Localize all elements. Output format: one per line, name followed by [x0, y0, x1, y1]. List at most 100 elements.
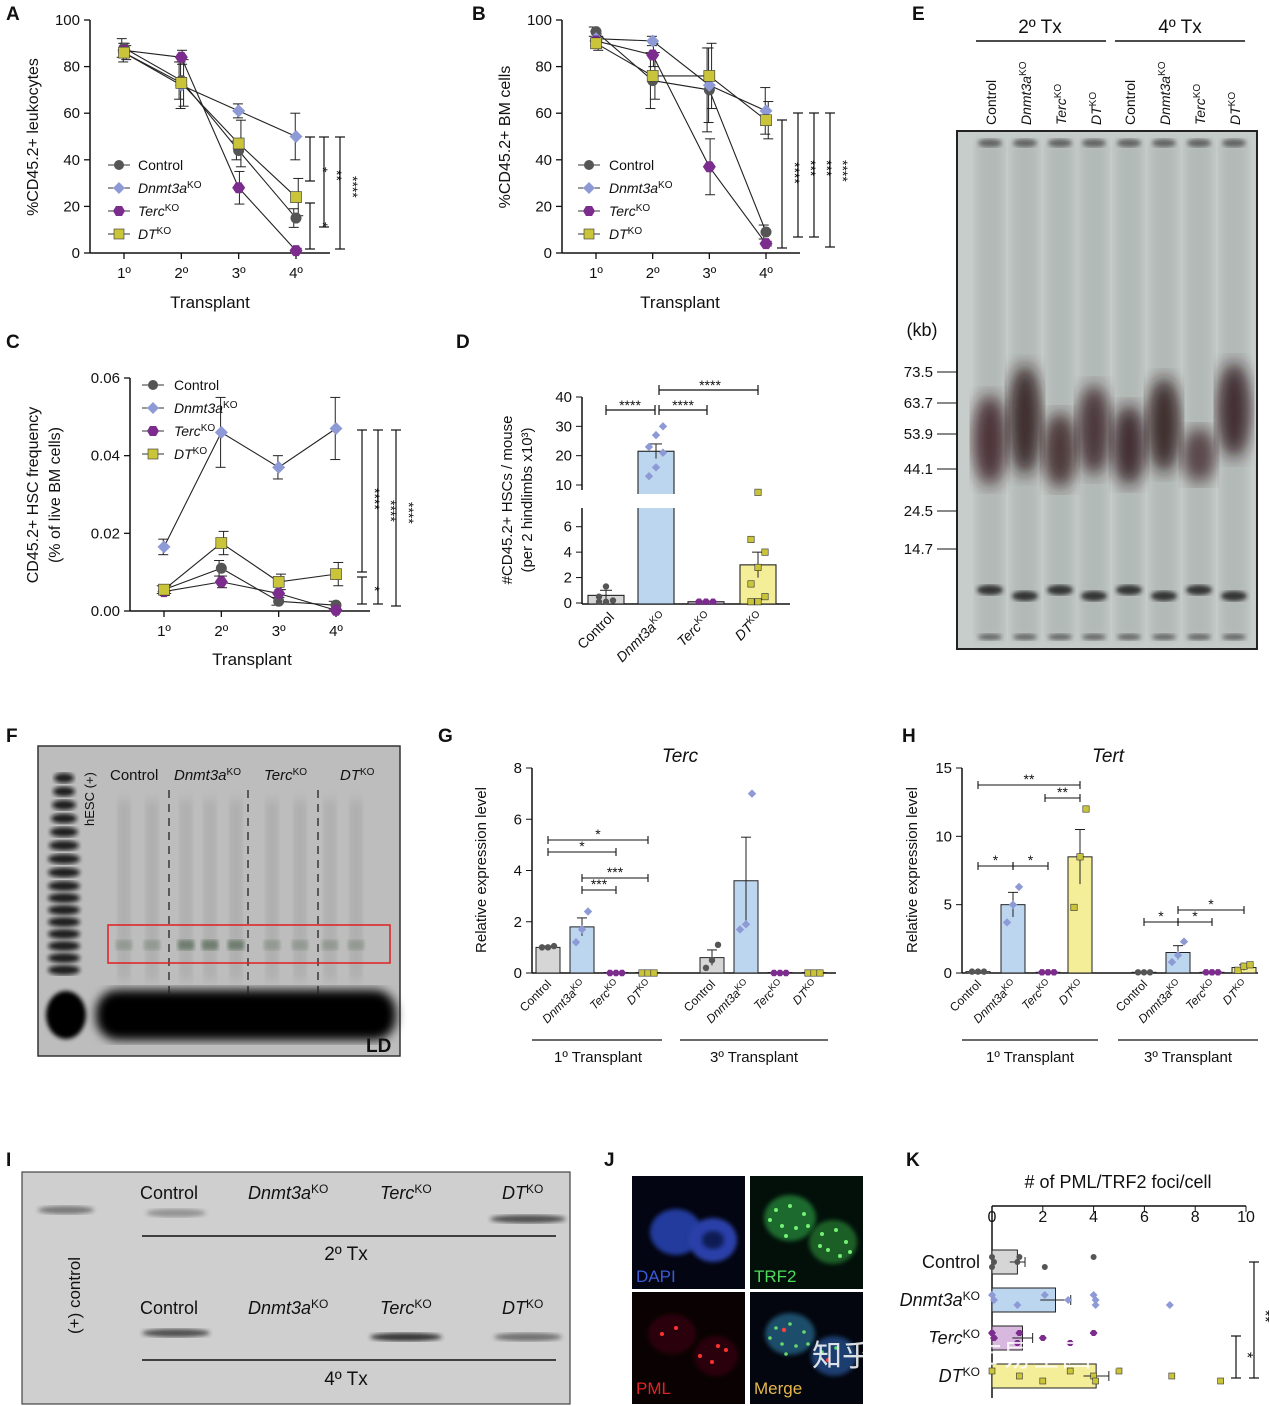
plotC-point-dt [215, 537, 228, 549]
panel-f-ladder-band [52, 800, 76, 810]
panel-i-gel [21, 1171, 571, 1405]
legend-label-terc: TercKO [138, 203, 179, 219]
panel-letter-b: B [472, 4, 486, 25]
panel-k-point-dnmt3a [1064, 1296, 1073, 1304]
legend-marker-dt [113, 228, 125, 240]
panel-b: 0 20 40 60 80 100 1º 2º 3º 4º Transplant %CD45.2+… [497, 12, 851, 312]
plotG-point-dt [650, 969, 658, 977]
plotB-point-dnmt3a [646, 34, 660, 48]
plotC-xtick-label: 2º [214, 623, 228, 640]
plotH-point-control [1134, 969, 1142, 976]
panel-d-ylabel-line2: (per 2 hindlimbs x10³) [519, 427, 536, 572]
panel-k-xtick-label: 8 [1191, 1209, 1200, 1226]
panel-i-r1-terc: TercKO [380, 1182, 432, 1203]
legend-c-marker-dnmt3a [147, 402, 159, 414]
panel-e-telomere-smear [1043, 412, 1077, 488]
legend-label-dnmt3a: Dnmt3aKO [138, 180, 202, 196]
panel-a-ylabel: %CD45.2+ leukocytes [25, 58, 42, 216]
plotC-point-dt [330, 568, 342, 580]
plotG-point-dt [804, 969, 812, 977]
panel-j-pml-focus [716, 1344, 720, 1348]
panel-i-row1: Control Dnmt3aKO TercKO DTKO [140, 1182, 543, 1203]
plotG-point-dnmt3a [583, 907, 593, 916]
panel-j-trf2-focus [794, 1226, 798, 1230]
panel-e-well [1187, 139, 1211, 147]
panel-d-point-dnmt3a [644, 442, 654, 452]
panel-letter-e: E [912, 4, 925, 25]
panel-j-merge-focus [774, 1326, 778, 1330]
plotG-point-terc [769, 969, 779, 977]
panel-f-lane-dt: DTKO [340, 767, 375, 784]
panel-e-unit: (kb) [907, 320, 938, 340]
plotH-ytick-label: 0 [944, 965, 952, 982]
legend-c-marker-dt [147, 448, 159, 460]
panel-j-trf2-focus [802, 1212, 806, 1216]
panel-c-sig-3: **** [401, 502, 417, 524]
plotH-point-dt [1234, 966, 1242, 974]
panel-d-point-control [602, 598, 610, 605]
plotG-bar-control [535, 946, 561, 974]
panel-j-trf2-focus [834, 1228, 838, 1232]
plotA-xtick-label: 3º [232, 265, 246, 282]
panel-e-header-4tx: 4º Tx [1158, 17, 1202, 38]
panel-i-row1-label: 2º Tx [324, 1244, 368, 1265]
plotG-sig-label: *** [591, 876, 608, 892]
plotH-point-dt [1246, 961, 1254, 969]
panel-e-well [978, 139, 1002, 147]
panel-j-trf2-focus [838, 1254, 842, 1258]
panel-k-title: # of PML/TRF2 foci/cell [1024, 1172, 1211, 1192]
legend-b-label-dt: DTKO [609, 226, 642, 242]
panel-j-trf2-focus [826, 1248, 830, 1252]
panel-h-ylabel: Relative expression level [904, 787, 921, 953]
panel-d-sig-2: **** [699, 377, 721, 393]
panel-j-label-merge: Merge [754, 1379, 802, 1398]
panel-b-sig-4: **** [835, 160, 851, 182]
plotB-ytick-label: 20 [535, 198, 552, 215]
panel-k-point-dt [1092, 1377, 1099, 1385]
panel-g-ylabel: Relative expression level [473, 787, 490, 953]
panel-k-bar-dt [991, 1363, 1097, 1389]
panel-i-r2-control-band [142, 1329, 210, 1337]
panel-d-bar-dnmt3a [637, 450, 675, 605]
panel-f-primer-band [96, 990, 396, 1040]
legend-b-marker-dnmt3a [583, 182, 595, 194]
panel-d: 0 2 4 6 10 20 30 40 #CD45.2+ HSCs / mouse (per … [499, 377, 790, 665]
plotH-point-control [974, 968, 982, 975]
plotA-series-control-line [123, 47, 297, 219]
panel-k-point-dnmt3a [1165, 1301, 1174, 1309]
panel-k-plot: 0 2 4 6 8 10 [988, 1205, 1255, 1398]
panel-b-sig-2: *** [803, 160, 819, 177]
panel-c-xlabel: Transplant [212, 650, 292, 669]
panel-letter-k: K [906, 1150, 920, 1171]
panel-f-ladder-band [48, 905, 80, 915]
plotH-sig-label: * [1158, 908, 1164, 924]
panel-d-xlabel-dnmt3a: Dnmt3aKO [613, 609, 669, 665]
panel-k-point-dnmt3a [1091, 1296, 1100, 1304]
plotA-point-dt [118, 46, 130, 59]
plotH-point-terc [1207, 969, 1217, 976]
watermark: 知乎 @深圳市易基因科技 [812, 1339, 1152, 1374]
panel-i-r1-dt: DTKO [502, 1182, 543, 1203]
legend-label-control: Control [138, 157, 183, 173]
panel-f-ladder-band [48, 953, 80, 963]
plotG-point-dt [810, 969, 818, 977]
panel-d-point-control [595, 598, 603, 605]
panel-letter-h: H [902, 726, 916, 747]
panel-e-lane-7: TercKO [1192, 84, 1208, 125]
panel-j-pml-focus [710, 1360, 714, 1364]
plotH-point-control [968, 968, 976, 975]
panel-f-ladder-band [48, 867, 80, 878]
legend-marker-dnmt3a [113, 182, 125, 194]
panel-j-trf2-focus [820, 1232, 824, 1236]
panel-f-lane-dnmt3a: Dnmt3aKO [174, 767, 241, 784]
panel-k-point-terc [1038, 1335, 1047, 1341]
panel-k-significance [1231, 1261, 1259, 1379]
panel-i-r2-dt: DTKO [502, 1297, 543, 1318]
plotH-point-dnmt3a [1173, 951, 1183, 960]
panel-k-point-terc [988, 1330, 996, 1336]
panel-i-r2-terc: TercKO [380, 1297, 432, 1318]
plotB-point-control [760, 226, 772, 238]
panel-f-ladder-band [48, 854, 80, 864]
